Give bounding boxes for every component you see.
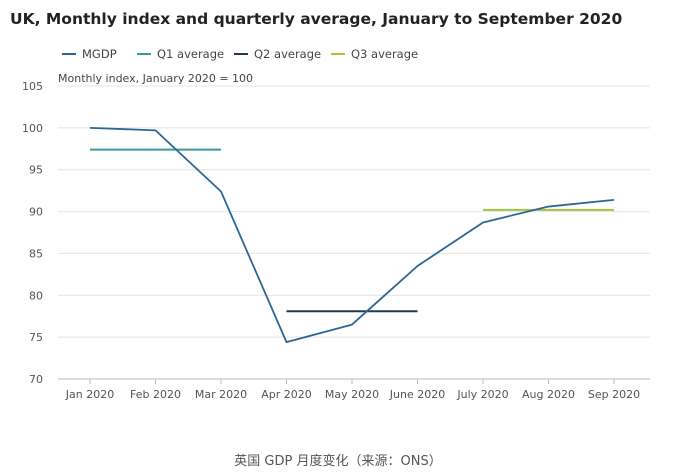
x-tick-label: Apr 2020 xyxy=(261,388,312,401)
series-line-mgdp xyxy=(89,126,615,344)
x-tick-label: May 2020 xyxy=(325,388,379,401)
caption: 英国 GDP 月度变化（来源：ONS） xyxy=(234,454,442,469)
x-tick-label: June 2020 xyxy=(389,388,445,401)
y-axis: 70 75 80 85 90 95 100 105 xyxy=(22,80,43,386)
y-tick-label: 85 xyxy=(29,247,43,260)
chart-title: UK, Monthly index and quarterly average,… xyxy=(10,10,623,28)
x-tick-label: Aug 2020 xyxy=(522,388,575,401)
y-axis-label: Monthly index, January 2020 = 100 xyxy=(58,72,253,85)
legend-label: Q3 average xyxy=(351,47,418,61)
y-tick-label: 75 xyxy=(29,331,43,344)
y-tick-label: 90 xyxy=(29,206,43,219)
x-tick-label: Jan 2020 xyxy=(65,388,114,401)
x-tick-label: Feb 2020 xyxy=(130,388,181,401)
legend-label: Q2 average xyxy=(254,47,321,61)
x-tick-label: Sep 2020 xyxy=(588,388,640,401)
x-axis: Jan 2020 Feb 2020 Mar 2020 Apr 2020 May 2020… xyxy=(65,379,640,401)
grid-lines xyxy=(58,85,650,380)
quarter-average-lines xyxy=(90,148,614,313)
y-tick-label: 95 xyxy=(29,164,43,177)
legend: MGDP Q1 average Q2 average Q3 average xyxy=(62,47,418,61)
y-tick-label: 105 xyxy=(22,80,43,93)
y-tick-label: 80 xyxy=(29,289,43,302)
x-tick-label: July 2020 xyxy=(456,388,508,401)
legend-label: MGDP xyxy=(82,47,117,61)
series-lines xyxy=(89,126,615,344)
y-tick-label: 70 xyxy=(29,373,43,386)
x-tick-label: Mar 2020 xyxy=(195,388,247,401)
y-tick-label: 100 xyxy=(22,122,43,135)
legend-label: Q1 average xyxy=(157,47,224,61)
